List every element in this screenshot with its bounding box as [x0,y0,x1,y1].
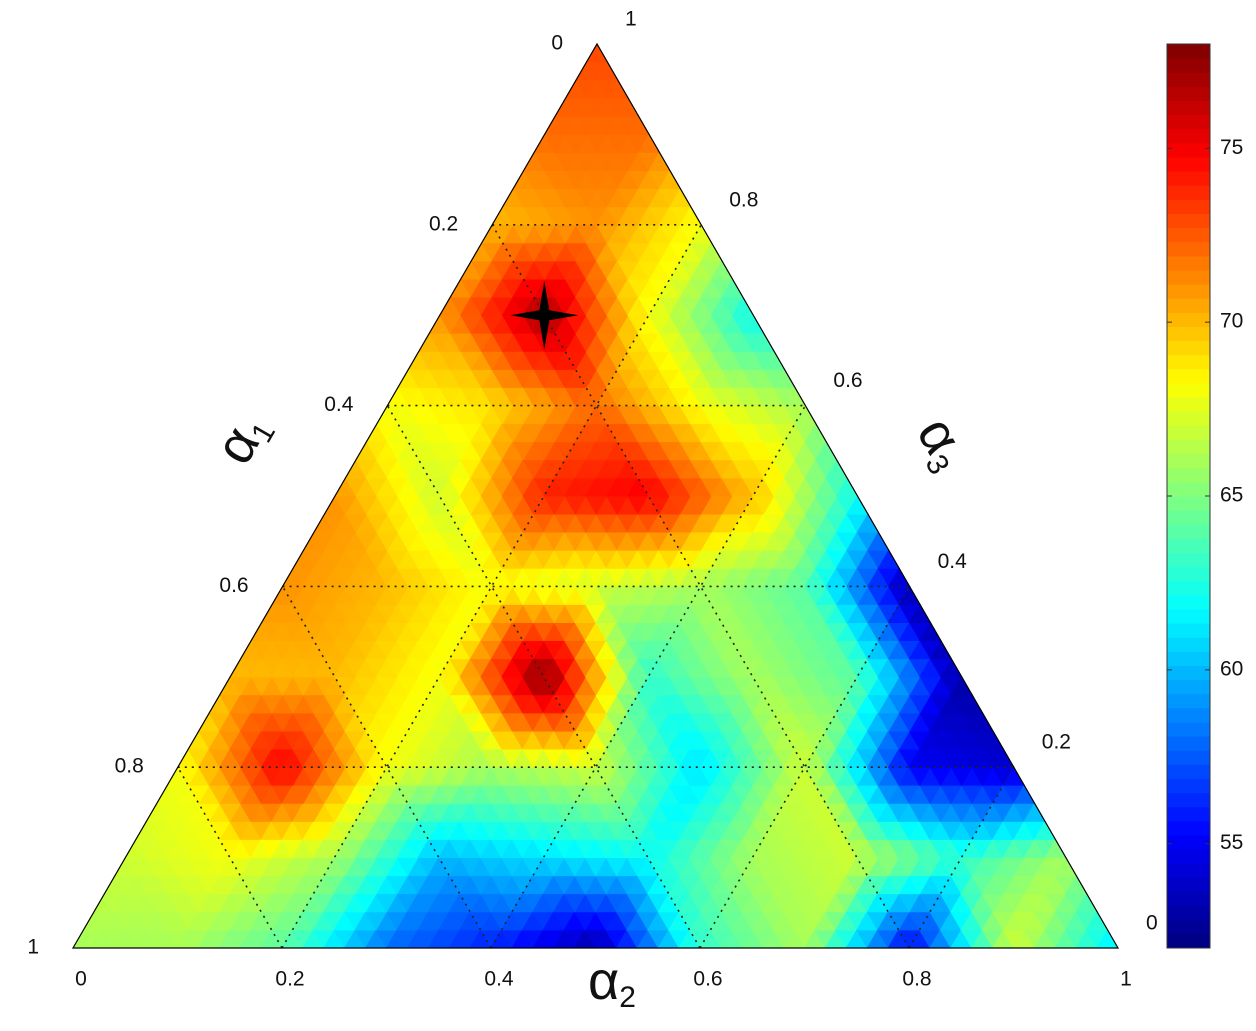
colorbar-strip [1167,241,1210,257]
a1-tick-label: 0 [551,32,563,55]
colorbar-strip [1167,679,1210,695]
colorbar-strip [1167,835,1210,850]
a3-tick-label: 0.2 [1042,731,1071,754]
contour-cell [585,43,609,63]
a3-tick-label: 1 [625,8,637,31]
colorbar-tick-label: 65 [1220,484,1243,507]
colorbar-strip [1167,919,1210,935]
colorbar-strip [1167,157,1210,172]
colorbar-strip [1167,722,1210,737]
colorbar-strip [1167,820,1210,836]
colorbar-strip [1167,185,1210,200]
a1-tick-label: 0.6 [219,574,248,597]
colorbar-strip [1167,100,1210,116]
colorbar-strip [1167,270,1210,285]
colorbar-strip [1167,863,1210,878]
colorbar-strip [1167,693,1210,709]
a2-tick-label: 1 [1120,968,1132,991]
colorbar: 55 60 65 70 75 [1166,43,1243,949]
colorbar-strip [1167,496,1210,511]
a2-title: α2 [588,951,636,1014]
colorbar-strip [1167,72,1210,87]
colorbar-strip [1167,58,1210,73]
a2-tick-label: 0.6 [693,968,722,991]
colorbar-strip [1167,467,1210,483]
colorbar-strip [1167,764,1210,779]
colorbar-tick-label: 55 [1220,831,1243,854]
colorbar-strip [1167,439,1210,455]
a2-tick-label: 0 [75,968,87,991]
colorbar-strip [1167,905,1210,921]
colorbar-strip [1167,792,1210,808]
colorbar-strip [1167,171,1210,186]
colorbar-strip [1167,891,1210,907]
colorbar-strip [1167,481,1210,497]
colorbar-strip [1167,566,1210,582]
contour-field [72,43,1119,949]
colorbar-strip [1167,326,1210,342]
colorbar-strip [1167,651,1210,666]
colorbar-strip [1167,227,1210,243]
colorbar-strip [1167,368,1210,384]
a2-tick-label: 0.8 [902,968,931,991]
colorbar-strip [1167,354,1210,370]
colorbar-strip [1167,142,1210,158]
colorbar-strip [1167,425,1210,440]
colorbar-strip [1167,510,1210,525]
a2-title-sub: 2 [619,981,636,1014]
colorbar-strip [1167,44,1210,59]
colorbar-strip [1167,453,1210,469]
a1-tick-label: 1 [27,936,39,959]
colorbar-strip [1167,128,1210,144]
a1-tick-label: 0.8 [115,755,144,778]
colorbar-strip [1167,524,1210,539]
a3-tick-label: 0 [1146,912,1158,935]
a3-tick-label: 0.6 [833,369,862,392]
colorbar-tick-label: 60 [1220,657,1243,680]
colorbar-strip [1167,552,1210,568]
colorbar-strip [1167,383,1210,398]
colorbar-strip [1167,637,1210,652]
colorbar-strip [1167,284,1210,299]
a2-title-symbol: α [588,951,619,1011]
a1-tick-label: 0.2 [429,212,458,235]
colorbar-strip [1167,609,1210,624]
colorbar-strip [1167,750,1210,765]
colorbar-tick-label: 75 [1220,136,1243,159]
colorbar-strip [1167,538,1210,553]
colorbar-strip [1167,580,1210,596]
colorbar-strip [1167,877,1210,892]
colorbar-strip [1167,411,1210,426]
colorbar-strip [1167,340,1210,356]
colorbar-strip [1167,114,1210,130]
colorbar-strip [1167,736,1210,751]
colorbar-strip [1167,312,1210,327]
colorbar-strip [1167,397,1210,412]
colorbar-strip [1167,594,1210,610]
colorbar-tick-label: 70 [1220,310,1243,333]
colorbar-strip [1167,255,1210,271]
colorbar-strip [1167,623,1210,638]
colorbar-strip [1167,778,1210,794]
colorbar-strip [1167,806,1210,822]
a2-tick-label: 0.2 [275,968,304,991]
colorbar-strip [1167,213,1210,229]
a3-title: α3 [903,407,981,480]
a3-tick-label: 0.8 [729,188,758,211]
colorbar-strip [1167,707,1210,723]
colorbar-strip [1167,298,1210,313]
colorbar-strip [1167,199,1210,214]
colorbar-strip [1167,665,1210,681]
a3-tick-label: 0.4 [938,550,968,573]
colorbar-strip [1167,849,1210,864]
a1-tick-label: 0.4 [324,393,354,416]
colorbar-strip [1167,933,1210,949]
a2-tick-label: 0.4 [484,968,514,991]
colorbar-strip [1167,86,1210,101]
a1-title: α1 [204,402,282,475]
